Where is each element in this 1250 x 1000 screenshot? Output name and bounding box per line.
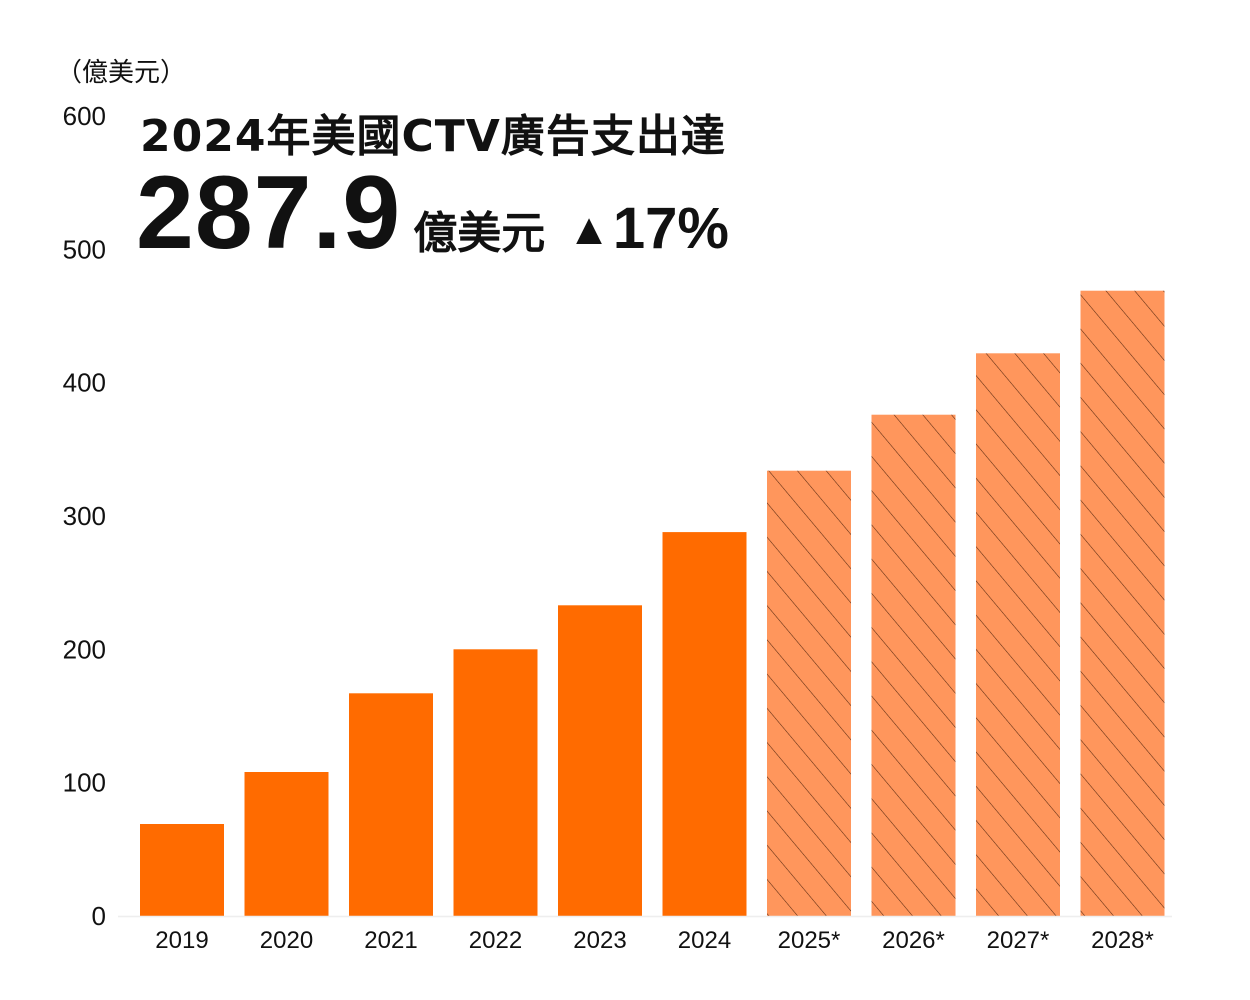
forecast-bar xyxy=(871,414,956,916)
headline-change: ▲17% xyxy=(567,195,729,262)
x-tick-label: 2028* xyxy=(1091,927,1154,954)
y-tick-label: 500 xyxy=(63,234,106,264)
x-tick-label: 2024 xyxy=(678,927,731,954)
y-tick-label: 300 xyxy=(63,501,106,531)
up-triangle-icon: ▲ xyxy=(567,205,611,254)
y-axis-unit-label: （億美元） xyxy=(56,58,187,88)
y-tick-label: 100 xyxy=(63,768,106,798)
forecast-bar xyxy=(767,470,851,916)
x-tick-label: 2022 xyxy=(469,927,522,954)
y-tick-label: 0 xyxy=(92,901,106,931)
x-tick-label: 2026* xyxy=(882,927,945,954)
headline-unit: 億美元 xyxy=(413,208,546,259)
forecast-bar xyxy=(1080,290,1165,916)
x-tick-label: 2027* xyxy=(987,927,1050,954)
headline-value: 287.9 xyxy=(136,155,402,271)
bar xyxy=(662,532,747,916)
x-tick-label: 2021 xyxy=(364,927,417,954)
bar xyxy=(140,824,224,916)
x-tick-label: 2019 xyxy=(155,927,208,954)
bar xyxy=(558,605,642,916)
bar xyxy=(244,772,329,916)
forecast-bar xyxy=(976,353,1060,916)
y-axis-tick-labels: 0 100 200 300 400 500 600 xyxy=(63,101,106,931)
x-tick-label: 2020 xyxy=(260,927,313,954)
x-tick-label: 2023 xyxy=(573,927,626,954)
x-tick-label: 2025* xyxy=(778,927,841,954)
headline-stat: 287.9 億美元 ▲17% xyxy=(136,154,729,273)
bar xyxy=(453,649,538,916)
headline-change-value: 17% xyxy=(612,196,729,261)
y-tick-label: 600 xyxy=(63,101,106,131)
bar-series xyxy=(140,290,1165,916)
chart-title: 2024年美國CTV廣告支出達 xyxy=(140,111,726,162)
x-axis-tick-labels: 2019 2020 2021 2022 2023 2024 2025* 2026* 2027* 2… xyxy=(155,927,1154,954)
y-tick-label: 200 xyxy=(63,634,106,664)
y-tick-label: 400 xyxy=(63,368,106,398)
bar xyxy=(349,693,433,916)
